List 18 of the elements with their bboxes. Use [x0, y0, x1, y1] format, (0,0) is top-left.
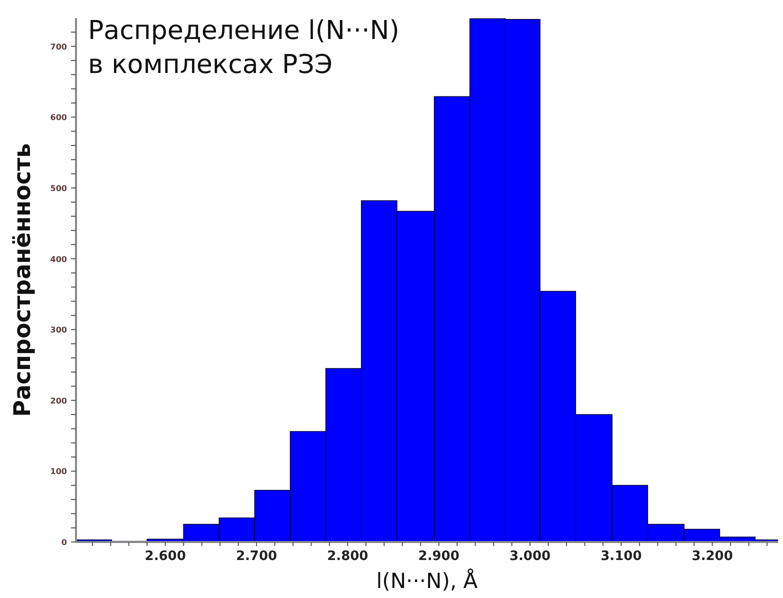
- x-tick-label: 3.000: [509, 549, 551, 564]
- y-tick-label: 400: [50, 254, 68, 264]
- x-tick-label: 2.600: [144, 549, 186, 564]
- x-tick-label: 3.100: [600, 549, 642, 564]
- y-axis-title: Распространённость: [10, 143, 36, 417]
- y-tick-label: 300: [50, 326, 68, 335]
- x-tick-label: 2.700: [236, 549, 278, 564]
- x-tick-label: 2.900: [418, 549, 460, 564]
- x-axis-title: l(N···N), Å: [376, 568, 478, 593]
- x-tick-label: 2.800: [327, 549, 368, 564]
- y-tick-label: 500: [50, 184, 68, 193]
- y-tick-label: 600: [50, 113, 68, 122]
- y-tick-label: 700: [50, 42, 68, 52]
- x-tick-label: 3.200: [692, 549, 733, 564]
- y-tick-label: 0: [61, 538, 68, 547]
- text: Распределение l(N···N) в комплексах РЗЭ: [88, 15, 400, 82]
- y-tick-label: 200: [50, 396, 68, 406]
- y-tick-label: 100: [50, 467, 68, 476]
